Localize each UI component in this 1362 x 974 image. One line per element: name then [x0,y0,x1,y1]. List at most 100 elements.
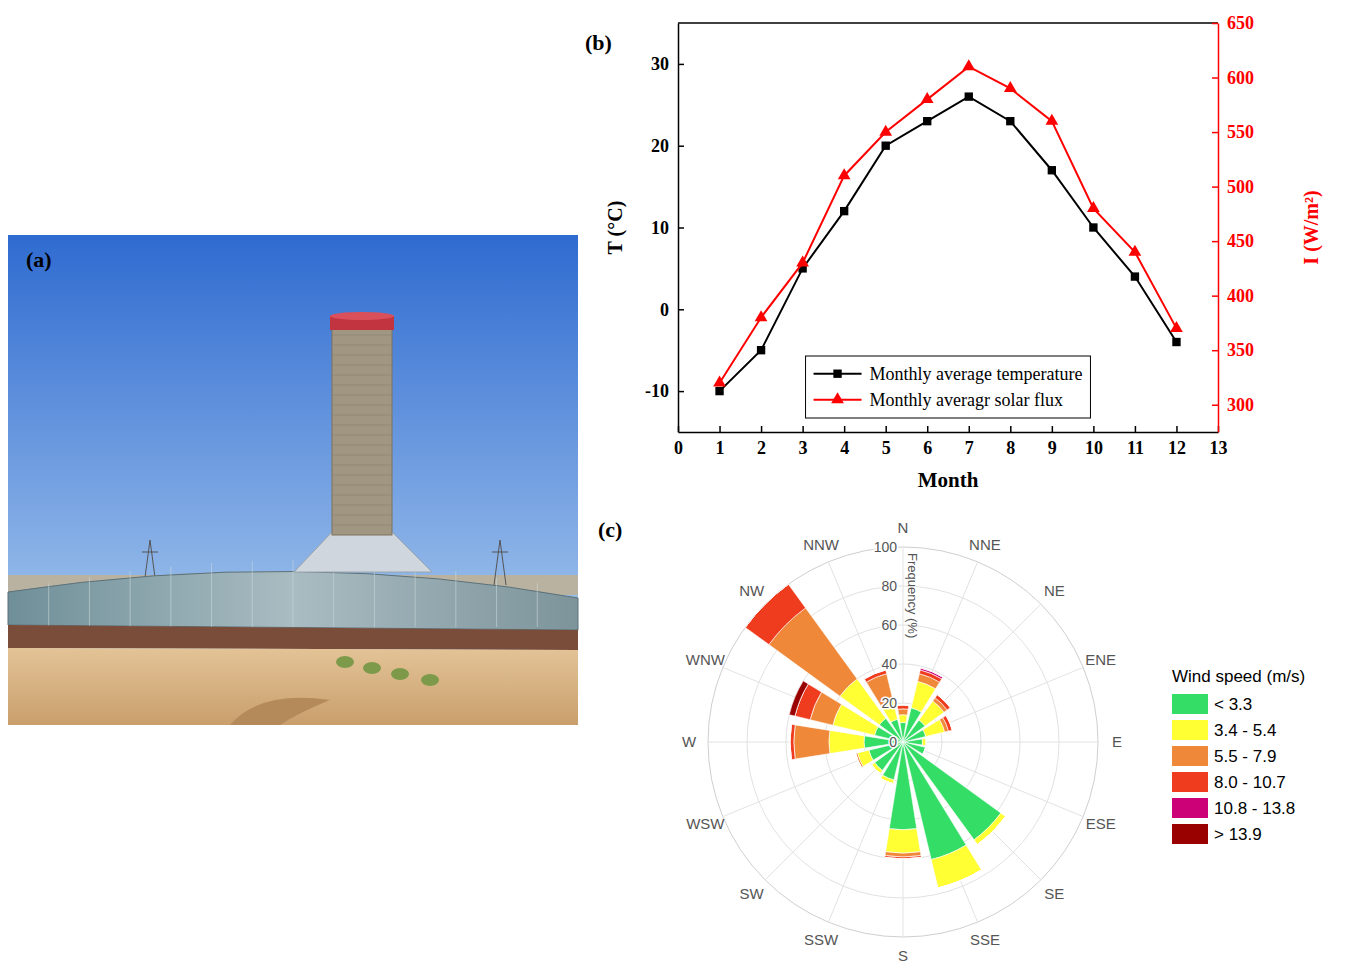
tick: 0 [660,300,684,320]
petal-segment [897,705,909,709]
roof-frame [211,563,212,627]
roof-frame [170,567,171,627]
plot-area [745,584,1005,888]
tick-label: 9 [1048,438,1057,458]
tick-label: 80 [881,578,897,594]
tower-ring [332,435,392,436]
series-marker [838,168,851,179]
petal-segment [935,695,950,710]
tick-label: 20 [881,695,897,711]
roof-frame [89,577,90,627]
tick: 20 [651,136,684,156]
series-marker [965,92,973,100]
tick-mark [802,426,804,432]
direction-label: S [898,947,908,964]
direction-label: ENE [1085,651,1116,668]
petal-segment [885,856,922,859]
tick: 3 [799,426,808,458]
legend-swatch [1172,798,1208,818]
series-marker [962,59,975,70]
petal-segment [829,730,865,753]
petal-segment [923,747,926,754]
photo-panel: (a) [8,235,578,725]
direction-label: WSW [686,815,725,832]
panel-label: (a) [26,247,52,272]
tower-cap-top [330,312,394,320]
tick: 7 [965,426,974,458]
petal-segment [938,870,981,888]
tick-mark [1212,404,1218,406]
tick-label: 0 [674,438,683,458]
tick: 12 [1168,426,1186,458]
x-axis-title: Month [918,468,979,492]
petal-segment [923,747,926,754]
legend-label: Monthly average temperature [870,364,1083,384]
y2-axis: 300350400450500550600650 [1212,13,1254,432]
direction-label: SE [1044,885,1064,902]
roof-frame [48,583,49,627]
petal-segment [926,738,927,745]
tick-mark [969,426,971,432]
petal-segment [871,765,880,774]
tower-ring [332,345,392,346]
roof-frame [252,561,253,627]
legend: Wind speed (m/s)< 3.33.4 - 5.45.5 - 7.98… [1172,667,1305,844]
petal-segment [794,725,830,759]
tick: 10 [651,218,684,238]
tick-label: 12 [1168,438,1186,458]
collector-wall [8,625,578,650]
tower-ring [332,455,392,456]
grid-spoke [765,742,903,880]
legend-marker [833,370,841,378]
series-marker [1048,166,1056,174]
y-axis: -10 0 10 20 30 [645,24,684,433]
petal-segment [946,716,952,731]
direction-label: W [682,733,697,750]
tick-mark [719,426,721,432]
tick: 350 [1212,340,1254,360]
petal-segment [943,716,952,732]
series-marker [879,125,892,136]
tick-label: 400 [1227,286,1254,306]
legend-swatch [1172,746,1208,766]
petal-segment [920,668,942,679]
petal-segment [938,870,981,888]
petal-segment [931,845,981,888]
tick-label: 13 [1210,438,1228,458]
series-marker [1045,114,1058,125]
y-axis-title: T (°C) [604,201,627,255]
figure: (a)012345678910111213-100102030300350400… [0,0,1362,974]
petal-segment [897,704,909,705]
petal-segment [856,753,862,767]
series-marker [1170,321,1183,332]
y2-axis-title: I (W/m²) [1300,190,1323,264]
legend-swatch [1172,720,1208,740]
y2-axis-line [1218,24,1220,433]
petal-segment [899,715,908,723]
legend: Monthly average temperatureMonthly avera… [806,356,1091,418]
tower-ring [332,465,392,466]
grid-spoke [903,604,1041,742]
legend-label: 3.4 - 5.4 [1214,721,1276,740]
petal-segment [926,738,927,745]
grid-spoke [903,667,1083,742]
petal-segment [921,668,943,677]
tick: 30 [651,54,684,74]
legend-marker [831,392,844,403]
panel-c: 020406080100Frequency (%)NNNENEENEEESESE… [598,517,1305,964]
petal-segment [937,695,950,708]
tick: 4 [840,426,849,458]
tick: 600 [1212,68,1254,88]
tick-mark [1212,23,1218,25]
petal-segment [946,716,952,731]
tick-mark [1212,241,1218,243]
petal-segment [790,724,791,759]
tick-label: 5 [882,438,891,458]
grid-circle [708,547,1098,937]
legend-swatch [1172,694,1208,714]
sand [8,648,578,725]
tick-mark [678,64,684,66]
tick: -10 [645,381,684,401]
series-marker [1006,117,1014,125]
petal-segment [978,817,1006,845]
